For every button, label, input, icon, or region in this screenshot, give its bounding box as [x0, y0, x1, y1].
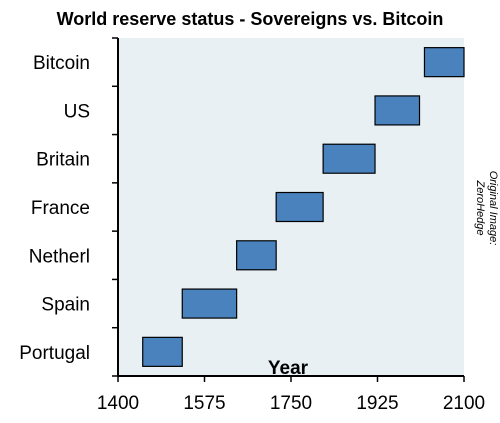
bar-spain — [181, 288, 238, 319]
x-tick-label: 1575 — [183, 393, 225, 414]
x-tick-label: 1400 — [97, 393, 139, 414]
category-label-france: France — [31, 198, 90, 219]
category-label-portugal: Portugal — [19, 343, 90, 364]
chart-title: World reserve status - Sovereigns vs. Bi… — [57, 9, 444, 29]
source-annotation: Original Image:ZeroHedge — [474, 171, 499, 246]
bar-bitcoin — [423, 47, 465, 78]
annotation-text: Original Image:ZeroHedge — [474, 171, 499, 246]
annotation-line: Original Image: — [487, 171, 499, 246]
x-tick-label: 2100 — [443, 393, 485, 414]
bar-portugal — [142, 336, 183, 367]
x-axis-title: Year — [268, 358, 309, 379]
x-tick-label: 1750 — [270, 393, 312, 414]
category-label-britain: Britain — [36, 150, 90, 171]
category-label-us: US — [64, 101, 90, 122]
bars-group — [142, 47, 465, 367]
category-labels: Bitcoin US Britain France Netherl Spain Portug… — [19, 53, 90, 364]
x-ticks: 1400 1575 1750 1925 2100 — [97, 376, 485, 414]
category-label-bitcoin: Bitcoin — [33, 53, 90, 74]
bar-britain — [322, 143, 376, 174]
annotation-line: ZeroHedge — [474, 179, 486, 235]
bar-us — [374, 95, 421, 126]
category-label-netherl: Netherl — [29, 246, 90, 267]
bar-france — [275, 191, 324, 223]
category-label-spain: Spain — [41, 295, 90, 316]
bar-netherl — [236, 240, 277, 271]
x-tick-label: 1925 — [356, 393, 398, 414]
